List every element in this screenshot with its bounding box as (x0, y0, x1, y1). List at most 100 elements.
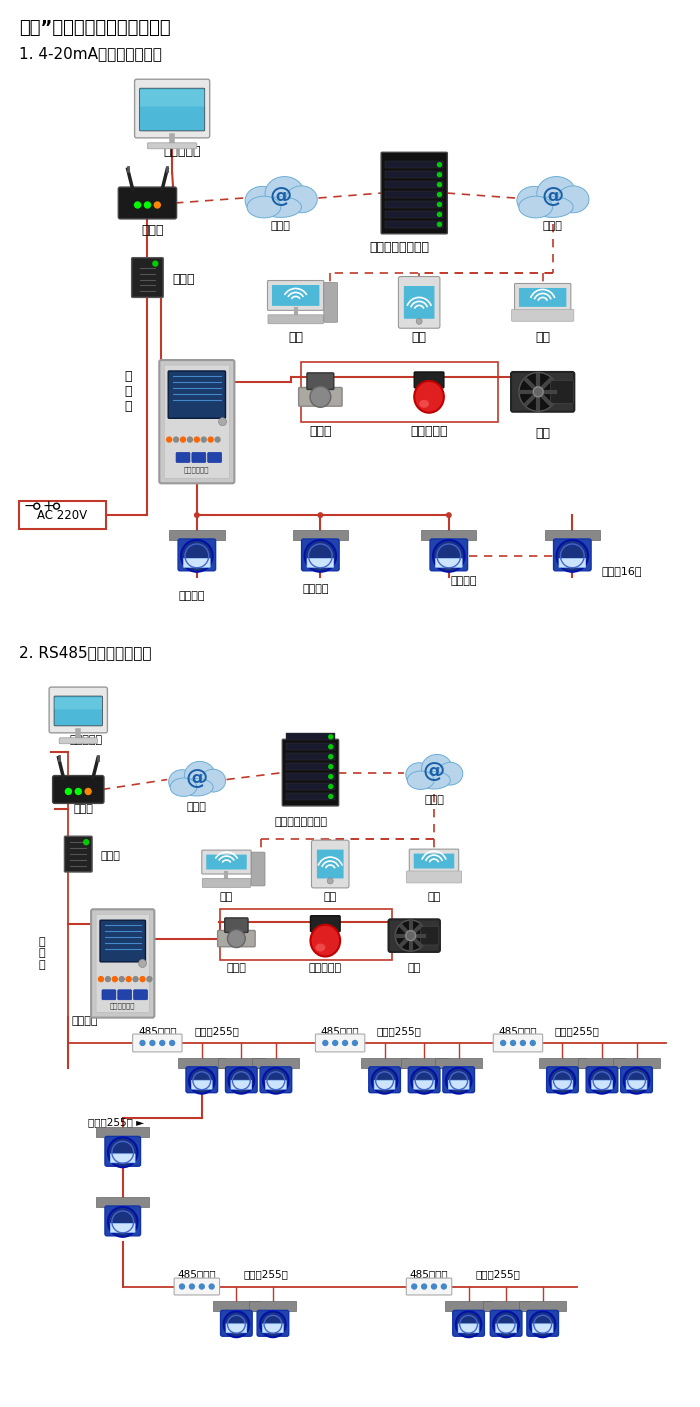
Bar (519, 1301, 566, 1311)
Text: 声光报警器: 声光报警器 (309, 964, 342, 974)
Text: 互联网: 互联网 (542, 221, 563, 231)
Bar (482, 1301, 530, 1311)
Circle shape (438, 163, 442, 166)
FancyBboxPatch shape (272, 286, 319, 305)
Text: 信号输出: 信号输出 (302, 584, 329, 594)
FancyBboxPatch shape (458, 1324, 479, 1332)
Circle shape (550, 1068, 575, 1093)
FancyBboxPatch shape (132, 1034, 182, 1052)
FancyBboxPatch shape (100, 920, 146, 962)
Circle shape (195, 438, 200, 442)
Circle shape (228, 1068, 254, 1093)
Text: 可连接255台: 可连接255台 (194, 1026, 239, 1036)
Bar (249, 1301, 296, 1311)
Ellipse shape (245, 186, 279, 215)
Circle shape (188, 438, 193, 442)
FancyBboxPatch shape (514, 283, 570, 311)
FancyBboxPatch shape (552, 1081, 573, 1089)
Ellipse shape (519, 196, 552, 218)
Circle shape (202, 438, 206, 442)
FancyBboxPatch shape (140, 90, 204, 107)
Circle shape (140, 1041, 145, 1045)
Bar (385, 191, 443, 198)
FancyBboxPatch shape (404, 286, 435, 319)
FancyBboxPatch shape (307, 373, 334, 390)
Text: 单机版电脑: 单机版电脑 (163, 145, 201, 158)
FancyBboxPatch shape (547, 1067, 578, 1093)
FancyBboxPatch shape (168, 371, 225, 418)
FancyBboxPatch shape (257, 1310, 288, 1337)
Circle shape (126, 976, 131, 982)
Circle shape (342, 1041, 347, 1045)
Ellipse shape (406, 763, 433, 787)
FancyBboxPatch shape (183, 559, 210, 567)
Text: 可连接255台 ►: 可连接255台 ► (88, 1117, 144, 1127)
FancyBboxPatch shape (54, 696, 102, 726)
Circle shape (412, 1068, 437, 1093)
Bar (218, 1058, 265, 1068)
Text: 电脑: 电脑 (288, 331, 303, 343)
FancyBboxPatch shape (111, 1224, 135, 1233)
Circle shape (329, 795, 332, 798)
Text: 安帕尔网络服务器: 安帕尔网络服务器 (370, 241, 429, 255)
FancyBboxPatch shape (178, 539, 216, 571)
FancyBboxPatch shape (202, 850, 251, 874)
FancyBboxPatch shape (164, 364, 230, 478)
Circle shape (160, 1041, 164, 1045)
Text: 1. 4-20mA信号连接系统图: 1. 4-20mA信号连接系统图 (19, 46, 162, 61)
Text: 风机: 风机 (536, 428, 550, 440)
FancyBboxPatch shape (496, 1324, 517, 1332)
Text: 可连接255台: 可连接255台 (377, 1026, 422, 1036)
Ellipse shape (260, 197, 302, 218)
Ellipse shape (316, 944, 326, 951)
Text: 路由器: 路由器 (74, 805, 93, 815)
Text: 互联网: 互联网 (271, 221, 290, 231)
Circle shape (304, 540, 336, 571)
Ellipse shape (557, 186, 589, 212)
Text: 互联网: 互联网 (424, 795, 444, 805)
Ellipse shape (407, 771, 434, 789)
Circle shape (431, 1285, 437, 1289)
Bar (286, 743, 335, 750)
FancyBboxPatch shape (443, 1067, 475, 1093)
Circle shape (442, 1285, 447, 1289)
Text: 485中继器: 485中继器 (138, 1026, 176, 1036)
Text: 终端: 终端 (428, 892, 440, 902)
FancyBboxPatch shape (64, 836, 92, 872)
Ellipse shape (418, 771, 450, 789)
Ellipse shape (419, 400, 429, 408)
Circle shape (144, 203, 150, 208)
Circle shape (329, 754, 332, 758)
Text: 电脑: 电脑 (220, 892, 233, 902)
Circle shape (113, 976, 118, 982)
FancyBboxPatch shape (202, 878, 251, 888)
FancyBboxPatch shape (102, 989, 116, 1000)
FancyBboxPatch shape (111, 1154, 135, 1162)
FancyBboxPatch shape (208, 453, 221, 463)
Circle shape (494, 1311, 519, 1337)
FancyBboxPatch shape (160, 360, 234, 484)
FancyBboxPatch shape (302, 539, 339, 571)
Text: +: + (43, 499, 55, 514)
FancyBboxPatch shape (134, 79, 210, 138)
Circle shape (421, 1285, 426, 1289)
Ellipse shape (532, 197, 573, 218)
Circle shape (155, 203, 160, 208)
FancyBboxPatch shape (52, 775, 104, 803)
Text: 报警控制主机: 报警控制主机 (184, 466, 209, 473)
Circle shape (153, 262, 158, 266)
Bar (286, 784, 335, 789)
Circle shape (533, 387, 543, 397)
Circle shape (446, 512, 452, 518)
Bar (445, 1301, 492, 1311)
Circle shape (323, 1041, 328, 1045)
Circle shape (181, 540, 213, 571)
Bar (286, 763, 335, 770)
Bar (169, 530, 225, 540)
Circle shape (433, 540, 465, 571)
FancyBboxPatch shape (226, 1324, 246, 1332)
Text: 信号输出: 信号输出 (178, 591, 205, 601)
FancyBboxPatch shape (282, 739, 339, 806)
FancyBboxPatch shape (174, 1278, 220, 1294)
Circle shape (531, 1041, 536, 1045)
